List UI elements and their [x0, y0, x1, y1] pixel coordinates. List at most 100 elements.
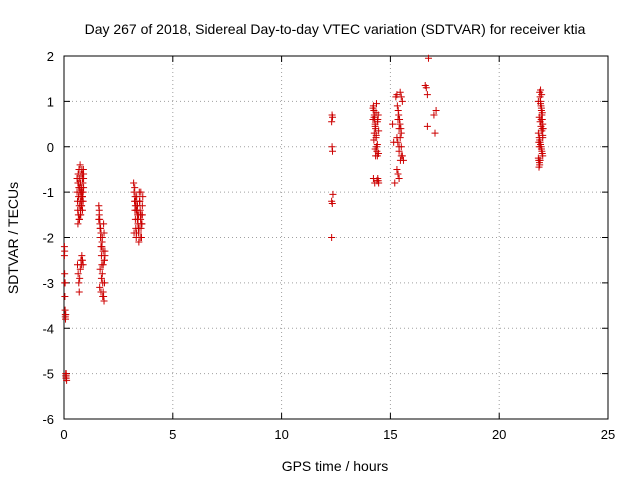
- data-point: [329, 113, 337, 121]
- data-point: [391, 179, 399, 187]
- y-tick-label: 1: [47, 94, 54, 109]
- data-point: [100, 297, 108, 305]
- data-point: [95, 215, 103, 223]
- x-tick-label: 10: [274, 427, 288, 442]
- data-point: [395, 175, 403, 183]
- data-point: [101, 252, 109, 260]
- y-tick-label: 2: [47, 49, 54, 64]
- data-point: [372, 100, 380, 108]
- data-point: [61, 270, 69, 278]
- data-point: [62, 311, 70, 319]
- data-point: [61, 292, 69, 300]
- data-point: [135, 238, 143, 246]
- data-point: [373, 177, 381, 185]
- y-tick-label: -4: [42, 321, 54, 336]
- data-point: [537, 145, 545, 153]
- data-point: [397, 93, 405, 101]
- data-point: [374, 111, 382, 119]
- data-point: [394, 138, 402, 146]
- data-point: [78, 197, 86, 205]
- data-point: [131, 193, 139, 201]
- data-point: [539, 134, 547, 142]
- y-tick-label: 0: [47, 140, 54, 155]
- data-point: [393, 165, 401, 173]
- x-tick-label: 20: [492, 427, 506, 442]
- data-point: [329, 147, 337, 155]
- data-point: [538, 150, 546, 158]
- data-point: [99, 292, 107, 300]
- data-point: [536, 156, 544, 164]
- data-point: [396, 156, 404, 164]
- data-point: [131, 184, 139, 192]
- data-point: [74, 179, 82, 187]
- data-point: [74, 220, 82, 228]
- data-point: [100, 220, 108, 228]
- data-point: [99, 247, 107, 255]
- data-point: [394, 170, 402, 178]
- data-point: [100, 256, 108, 264]
- data-point: [96, 265, 104, 273]
- x-tick-label: 5: [169, 427, 176, 442]
- data-point: [397, 125, 405, 133]
- data-point: [79, 188, 87, 196]
- data-point: [537, 104, 545, 112]
- data-point: [139, 193, 147, 201]
- data-point: [422, 84, 430, 92]
- x-tick-label: 0: [60, 427, 67, 442]
- grid-layer: [64, 56, 608, 419]
- data-point: [371, 145, 379, 153]
- data-point: [76, 274, 84, 282]
- data-point: [97, 224, 105, 232]
- data-point: [78, 252, 86, 260]
- data-point: [97, 274, 105, 282]
- data-point: [96, 283, 104, 291]
- data-point: [100, 229, 108, 237]
- data-point: [389, 120, 397, 128]
- data-point: [75, 288, 83, 296]
- data-point: [393, 102, 401, 110]
- data-point: [329, 190, 337, 198]
- data-point: [328, 199, 336, 207]
- data-point: [98, 243, 106, 251]
- data-point: [97, 288, 105, 296]
- data-point: [79, 261, 87, 269]
- data-point: [432, 106, 440, 114]
- data-point: [134, 202, 142, 210]
- data-point: [77, 206, 85, 214]
- data-point: [537, 100, 545, 108]
- data-point: [98, 270, 106, 278]
- data-point: [133, 215, 141, 223]
- data-point: [370, 129, 378, 137]
- data-point: [397, 152, 405, 160]
- data-point: [371, 122, 379, 130]
- x-axis-label: GPS time / hours: [282, 458, 389, 474]
- y-tick-label: -1: [42, 185, 54, 200]
- data-point: [370, 113, 378, 121]
- y-tick-label: -6: [42, 412, 54, 427]
- tick-layer: 0 5 10 15 20 25 -6 -5 -4 -3 -2 -1 0 1 2: [42, 49, 615, 442]
- data-point: [372, 152, 380, 160]
- data-point: [98, 234, 106, 241]
- data-point: [132, 206, 140, 214]
- data-point: [99, 261, 107, 269]
- y-axis-label: SDTVAR / TECUs: [5, 182, 21, 294]
- data-point: [75, 279, 83, 287]
- data-point: [76, 161, 84, 169]
- data-point: [423, 91, 431, 99]
- data-point: [538, 91, 546, 99]
- data-point: [130, 229, 138, 237]
- data-point: [537, 86, 545, 94]
- data-point: [370, 136, 378, 144]
- data-point: [393, 134, 401, 142]
- data-point: [78, 256, 86, 264]
- data-point: [424, 54, 432, 62]
- data-point: [373, 140, 381, 148]
- data-point: [95, 206, 103, 214]
- data-point: [537, 116, 545, 124]
- x-tick-label: 25: [601, 427, 615, 442]
- data-point: [74, 270, 82, 278]
- data-point: [538, 125, 546, 133]
- data-point: [430, 111, 438, 119]
- data-point: [62, 374, 70, 382]
